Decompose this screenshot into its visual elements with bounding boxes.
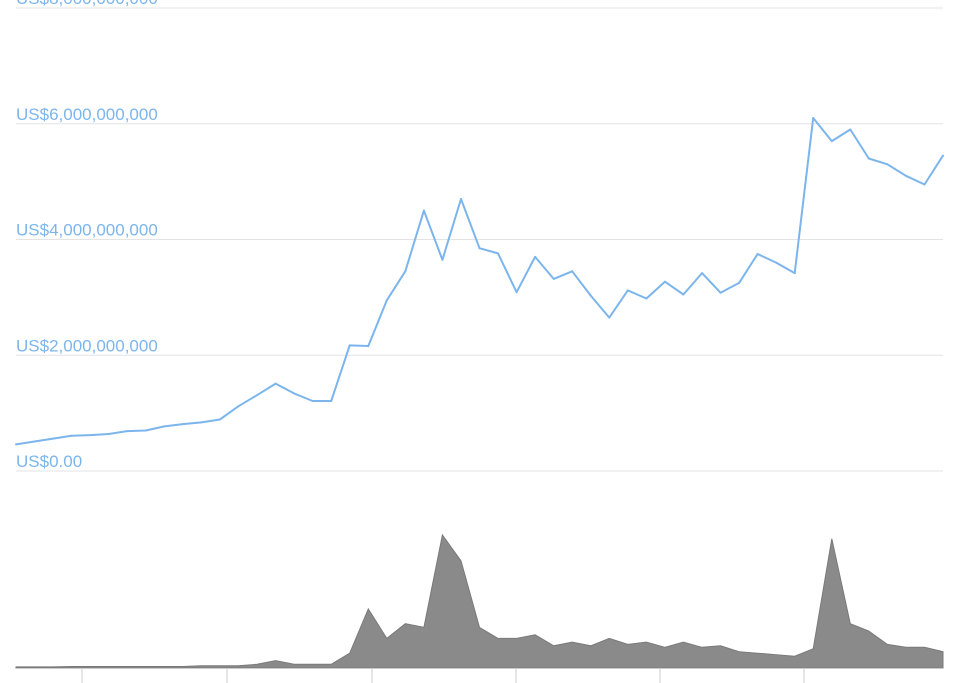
price-point [923, 183, 926, 186]
price-point [422, 209, 425, 212]
price-point [571, 270, 574, 273]
price-point [626, 289, 629, 292]
price-point [293, 392, 296, 395]
price-point [367, 345, 370, 347]
y-tick-label: US$8,000,000,000 [16, 0, 158, 8]
price-point [218, 418, 221, 421]
price-point [497, 252, 499, 255]
price-point [904, 174, 907, 177]
price-point [645, 297, 648, 300]
price-point [460, 198, 462, 200]
price-point [274, 382, 277, 385]
price-point [738, 281, 741, 284]
price-point [441, 258, 444, 261]
price-point [830, 140, 833, 143]
price-point [886, 163, 889, 166]
y-tick-label: US$2,000,000,000 [16, 336, 158, 355]
y-tick-label: US$4,000,000,000 [16, 221, 158, 240]
price-point [608, 316, 611, 319]
price-point [701, 272, 703, 275]
price-point [719, 291, 722, 294]
price-point [200, 421, 203, 424]
price-point [663, 280, 666, 283]
price-point [70, 434, 73, 437]
price-point [144, 429, 147, 432]
y-tick-label: US$6,000,000,000 [16, 105, 158, 124]
price-point [181, 423, 184, 426]
price-point [237, 405, 240, 408]
price-point [348, 344, 351, 347]
price-point [775, 261, 778, 264]
price-point [849, 128, 852, 131]
price-point [682, 293, 685, 296]
price-point [311, 400, 314, 402]
price-point [163, 425, 166, 428]
price-point [793, 272, 796, 275]
y-axis-labels: US$0.00 US$2,000,000,000 US$4,000,000,000 U… [16, 0, 158, 471]
volume-area [15, 533, 944, 669]
price-point [552, 277, 555, 280]
price-point [756, 253, 759, 255]
price-point [89, 434, 92, 437]
price-point [589, 294, 592, 297]
volume-series-layer [15, 533, 944, 669]
price-point [385, 299, 388, 302]
price-point [478, 247, 481, 250]
price-point [15, 443, 17, 446]
price-point [126, 430, 129, 433]
price-point [515, 291, 518, 294]
price-point [867, 157, 870, 160]
price-point [52, 437, 55, 440]
price-point [534, 255, 537, 258]
y-tick-label: US$0.00 [16, 452, 82, 471]
price-point [33, 440, 36, 443]
price-point [942, 154, 944, 157]
price-point [404, 270, 407, 273]
price-point [812, 117, 815, 119]
line-series-layer [15, 117, 944, 446]
price-point [330, 400, 333, 402]
price-point [256, 394, 258, 397]
x-axis [16, 668, 943, 683]
price-line [15, 117, 944, 446]
chart-gridlines [16, 7, 943, 472]
price-point [107, 433, 110, 435]
